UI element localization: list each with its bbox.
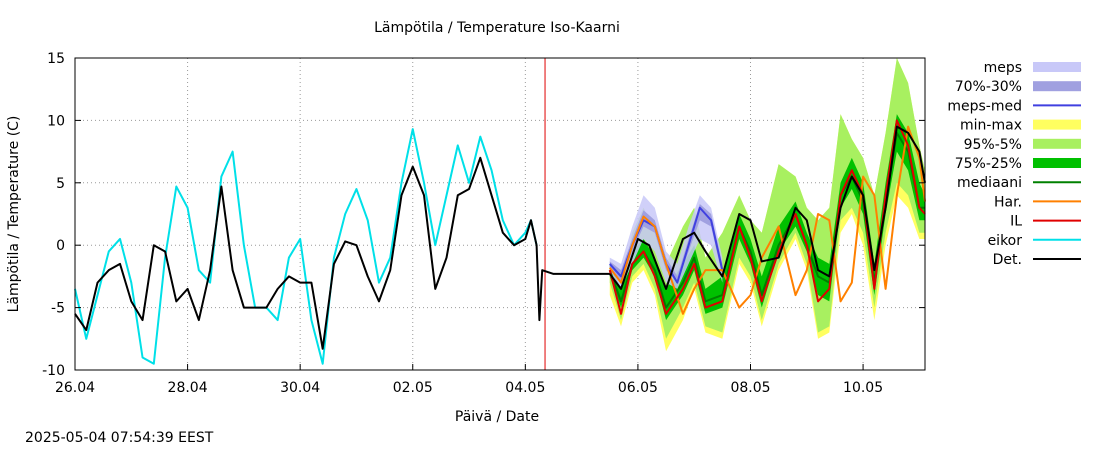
legend-label: 75%-25% — [955, 156, 1022, 172]
y-tick-label: -5 — [51, 301, 65, 317]
series-har — [608, 125, 926, 315]
x-axis-label: Päivä / Date — [455, 409, 539, 425]
x-tick-label: 02.05 — [393, 380, 433, 396]
y-ticks: -10 -5 0 5 10 15 — [42, 51, 925, 379]
x-tick-label: 26.04 — [55, 380, 95, 396]
x-tick-label: 30.04 — [280, 380, 320, 396]
legend-label: min-max — [960, 118, 1022, 134]
series-eikor — [74, 128, 538, 365]
series-lines — [74, 119, 926, 365]
y-tick-label: 10 — [47, 113, 65, 129]
band-meps — [609, 195, 723, 289]
series-det — [74, 156, 610, 350]
x-ticks: 26.04 28.04 30.04 02.05 04.05 06.05 08.05 10.05 — [55, 364, 883, 396]
y-axis-label: Lämpötila / Temperature (C) — [6, 116, 22, 313]
y-tick-label: 5 — [56, 176, 65, 192]
x-tick-label: 28.04 — [168, 380, 208, 396]
timestamp: 2025-05-04 07:54:39 EEST — [25, 430, 214, 446]
legend-swatch — [1033, 62, 1081, 72]
legend-swatch — [1033, 81, 1081, 92]
y-tick-label: 15 — [47, 51, 65, 67]
plot-frame — [74, 57, 926, 371]
legend-label: 70%-30% — [955, 79, 1022, 95]
series-det-forecast — [608, 125, 926, 290]
chart-title: Lämpötila / Temperature Iso-Kaarni — [374, 20, 620, 36]
legend-label: Har. — [994, 194, 1022, 210]
legend-label: meps — [984, 60, 1022, 76]
legend-label: mediaani — [957, 175, 1022, 191]
x-tick-label: 04.05 — [505, 380, 545, 396]
x-tick-label: 06.05 — [618, 380, 658, 396]
legend: meps 70%-30% meps-med min-max 95%-5% 75%-25% m… — [947, 60, 1081, 268]
legend-swatch — [1033, 119, 1081, 130]
x-tick-label: 10.05 — [843, 380, 883, 396]
legend-swatch — [1033, 138, 1081, 149]
legend-label: IL — [1010, 214, 1022, 230]
legend-label: 95%-5% — [964, 137, 1022, 153]
legend-label: meps-med — [947, 98, 1022, 114]
y-tick-label: 0 — [56, 238, 65, 254]
legend-swatch — [1033, 158, 1081, 168]
y-tick-label: -10 — [42, 363, 65, 379]
legend-label: Det. — [993, 252, 1022, 268]
legend-label: eikor — [988, 233, 1023, 249]
x-tick-label: 08.05 — [730, 380, 770, 396]
forecast-bands — [609, 58, 925, 352]
